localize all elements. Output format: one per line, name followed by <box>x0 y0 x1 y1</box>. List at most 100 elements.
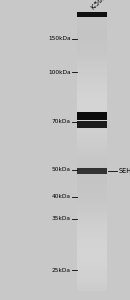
Bar <box>77 59 107 62</box>
Bar <box>77 31 107 34</box>
Bar <box>77 61 107 65</box>
Bar <box>77 134 107 137</box>
Bar <box>77 126 107 129</box>
Bar <box>77 42 107 46</box>
Bar <box>77 224 107 227</box>
Bar <box>77 218 107 221</box>
Text: 35kDa: 35kDa <box>52 217 71 221</box>
Bar <box>77 101 107 104</box>
Bar <box>77 120 107 124</box>
Text: 50kDa: 50kDa <box>52 167 71 172</box>
Bar <box>77 268 107 272</box>
Bar <box>77 48 107 51</box>
Bar <box>77 215 107 218</box>
Bar <box>77 168 107 171</box>
Bar <box>77 198 107 202</box>
Bar <box>77 154 107 157</box>
Bar <box>77 257 107 260</box>
Bar <box>77 212 107 216</box>
Bar <box>77 221 107 224</box>
Bar <box>77 193 107 196</box>
Bar <box>77 117 107 121</box>
Bar <box>77 109 107 112</box>
Bar <box>77 129 107 132</box>
Bar <box>77 123 107 126</box>
Bar <box>77 115 107 118</box>
Bar <box>77 53 107 57</box>
Bar <box>77 78 107 82</box>
Bar <box>77 260 107 263</box>
Bar <box>77 140 107 143</box>
Bar <box>77 282 107 285</box>
Bar <box>77 207 107 210</box>
Bar <box>77 20 107 23</box>
Text: K-562: K-562 <box>90 0 107 11</box>
Bar <box>77 173 107 177</box>
Bar <box>77 151 107 154</box>
Bar <box>77 84 107 87</box>
Bar <box>77 81 107 85</box>
Bar <box>77 95 107 98</box>
Bar <box>77 240 107 244</box>
Bar <box>77 187 107 190</box>
Bar <box>77 204 107 207</box>
Bar <box>77 73 107 76</box>
Bar <box>77 170 107 174</box>
Bar <box>77 37 107 40</box>
Bar <box>77 232 107 235</box>
Bar <box>77 14 107 18</box>
Text: 40kDa: 40kDa <box>52 194 71 199</box>
Text: 100kDa: 100kDa <box>48 70 71 74</box>
Bar <box>77 262 107 266</box>
Bar <box>77 265 107 269</box>
Bar <box>77 11 107 15</box>
Bar <box>77 89 107 93</box>
Bar <box>77 165 107 168</box>
Bar <box>77 176 107 179</box>
Bar <box>77 112 107 120</box>
Bar <box>77 87 107 90</box>
Bar <box>77 237 107 241</box>
Bar <box>77 288 107 291</box>
Bar <box>77 98 107 101</box>
Bar <box>77 159 107 163</box>
Bar <box>77 196 107 199</box>
Bar <box>77 28 107 32</box>
Bar <box>77 157 107 160</box>
Bar <box>77 67 107 70</box>
Bar <box>77 190 107 194</box>
Bar <box>77 45 107 48</box>
Bar <box>77 285 107 288</box>
Bar <box>77 162 107 166</box>
Bar <box>77 121 107 128</box>
Bar <box>77 92 107 96</box>
Bar <box>77 226 107 230</box>
Bar <box>77 201 107 205</box>
Bar <box>77 235 107 238</box>
Bar <box>77 179 107 182</box>
Bar <box>77 243 107 246</box>
Text: SEH1L: SEH1L <box>118 168 130 174</box>
Bar <box>77 251 107 255</box>
Bar <box>77 142 107 146</box>
Text: 70kDa: 70kDa <box>52 119 71 124</box>
Bar <box>77 248 107 252</box>
Bar <box>77 209 107 213</box>
Bar <box>77 39 107 43</box>
Bar <box>77 274 107 277</box>
Bar <box>77 103 107 107</box>
Bar <box>77 137 107 140</box>
Bar <box>77 182 107 185</box>
Text: 25kDa: 25kDa <box>52 268 71 272</box>
Bar <box>77 34 107 37</box>
Bar <box>77 229 107 232</box>
Bar <box>77 277 107 280</box>
Bar <box>77 131 107 135</box>
Bar <box>77 145 107 149</box>
Bar <box>77 12 107 17</box>
Bar <box>77 168 107 174</box>
Bar <box>77 254 107 257</box>
Bar <box>77 184 107 188</box>
Bar <box>77 56 107 59</box>
Bar <box>77 22 107 26</box>
